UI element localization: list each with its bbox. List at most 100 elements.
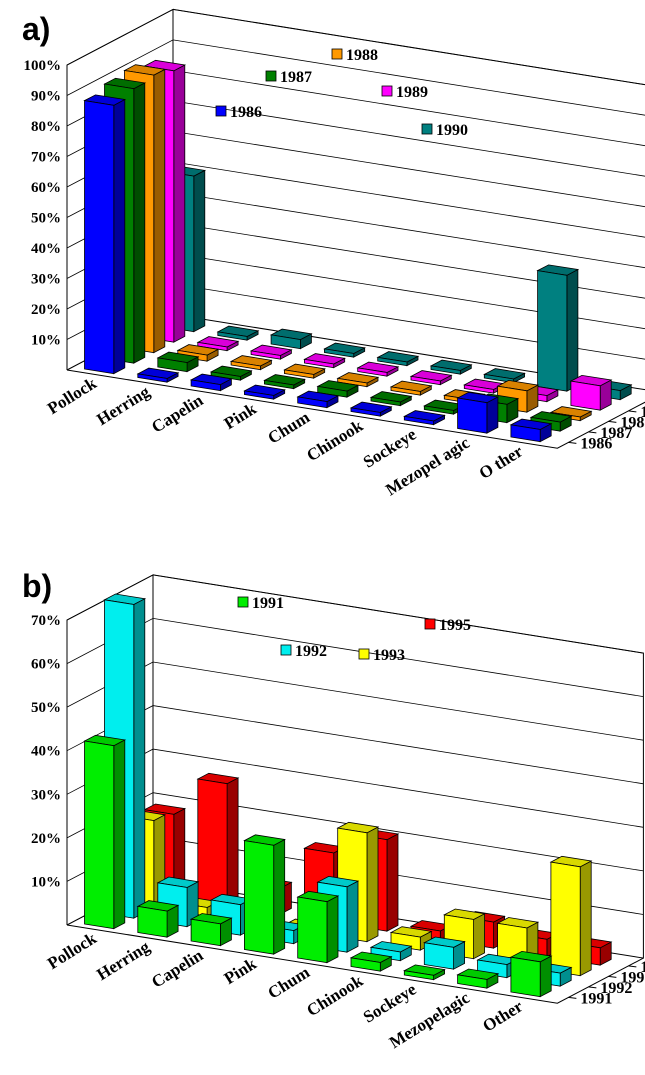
category-label: Chinook <box>303 971 366 1020</box>
bar-1990-capelin <box>269 328 313 350</box>
bar-front <box>423 405 455 415</box>
legend-swatch <box>280 644 292 656</box>
bar-side <box>133 82 146 364</box>
legend-item: 1991 <box>237 595 284 612</box>
bar-1987-capelin <box>209 365 253 381</box>
bar-1990-herring <box>216 325 260 341</box>
y-tick-label: 70% <box>31 150 61 166</box>
bar-1991-other <box>509 950 553 998</box>
series-depth-label: 1987 <box>600 425 632 442</box>
y-tick-label: 90% <box>31 89 61 105</box>
bar-1990-chinook <box>429 359 473 375</box>
bar-side <box>153 68 166 354</box>
y-tick-label: 50% <box>31 700 61 716</box>
bar-1990-sockeye <box>483 368 526 384</box>
legend-label: 1992 <box>295 643 327 660</box>
y-tick-label: 40% <box>31 744 61 760</box>
chart-panel-b: b)10%20%30%40%50%60%70%1991199219931995P… <box>22 568 645 1052</box>
legend-label: 1993 <box>373 647 405 664</box>
category-label: Pink <box>221 954 260 988</box>
series-depth-label: 1991 <box>580 990 612 1007</box>
bar-side <box>226 777 239 907</box>
panel-label: b) <box>22 568 52 604</box>
bar-front <box>303 358 335 369</box>
legend-label: 1988 <box>346 47 378 64</box>
bar-front <box>410 375 441 386</box>
legend-swatch <box>215 105 227 117</box>
series-depth-label: 1992 <box>600 980 632 997</box>
bar-1991-chinook <box>349 951 393 972</box>
category-label: Pollock <box>44 373 100 418</box>
bar-front <box>217 331 248 341</box>
series-depth-label: 1995 <box>640 959 645 976</box>
bar-front <box>463 384 495 394</box>
bar-1986-pollock <box>83 94 127 375</box>
floor-edge <box>66 924 644 1004</box>
bar-1987-chum <box>316 380 360 398</box>
legend-item: 1987 <box>265 69 312 86</box>
category-label: Herring <box>93 937 153 984</box>
bar-front <box>403 970 435 981</box>
bar-1993-other <box>549 855 593 977</box>
legend-label: 1986 <box>230 104 262 121</box>
legend-label: 1995 <box>439 617 471 634</box>
depth-tick <box>568 996 577 999</box>
y-tick-label: 80% <box>31 119 61 135</box>
bar-front <box>403 415 435 426</box>
legend-item: 1990 <box>421 122 468 139</box>
bar-1988-pink <box>283 363 326 379</box>
bar-front <box>323 348 355 358</box>
depth-tick <box>608 420 617 423</box>
legend-item: 1993 <box>358 647 405 664</box>
bar-1991-capelin <box>189 913 233 947</box>
bar-1988-capelin <box>229 355 273 371</box>
bar-1990-mezopelagic <box>536 264 580 392</box>
bar-1989-chinook <box>409 370 453 386</box>
bar-1986-herring <box>136 367 180 383</box>
bar-side <box>173 64 186 343</box>
bar-1992-sockeye <box>423 936 466 970</box>
bar-1991-mezopelagic <box>456 968 500 989</box>
y-tick-label: 60% <box>31 657 61 673</box>
category-label: Chum <box>264 963 313 1003</box>
category-label: Pink <box>221 399 260 433</box>
bar-1991-sockeye <box>403 964 446 981</box>
bar-1986-sockeye <box>403 410 446 426</box>
bar-front <box>243 840 275 955</box>
bar-front <box>190 918 221 947</box>
depth-tick <box>628 965 637 968</box>
bar-1989-herring <box>196 336 240 352</box>
bar-1991-herring <box>136 900 180 938</box>
legend-item: 1992 <box>280 643 327 660</box>
back-wall <box>172 8 645 391</box>
bar-front <box>197 778 228 907</box>
bar-side <box>473 913 486 960</box>
legend-swatch <box>358 648 370 660</box>
floor-edge <box>66 369 645 449</box>
bar-side <box>113 98 126 375</box>
legend-swatch <box>265 70 277 82</box>
legend-item: 1988 <box>331 47 378 64</box>
bar-front <box>457 397 488 434</box>
bar-side <box>579 860 592 977</box>
depth-tick <box>588 431 597 434</box>
legend-item: 1989 <box>381 84 428 101</box>
category-label: Herring <box>93 382 153 429</box>
bar-front <box>263 379 295 390</box>
bar-1991-pollock <box>83 734 127 930</box>
bar-front <box>157 357 188 373</box>
bar-1986-capelin <box>189 373 233 392</box>
legend-swatch <box>424 618 436 630</box>
bar-1988-chinook <box>389 380 433 396</box>
y-tick-label: 20% <box>31 831 61 847</box>
bar-front <box>357 367 388 377</box>
bar-front <box>537 270 568 392</box>
bar-side <box>539 955 552 998</box>
bar-front <box>370 396 401 407</box>
y-tick-label: 20% <box>31 302 61 318</box>
bar-1995-herring <box>196 772 240 907</box>
panel-label: a) <box>22 11 50 47</box>
bar-front <box>243 390 275 400</box>
bar-front <box>297 396 328 409</box>
bar-front <box>390 386 421 396</box>
